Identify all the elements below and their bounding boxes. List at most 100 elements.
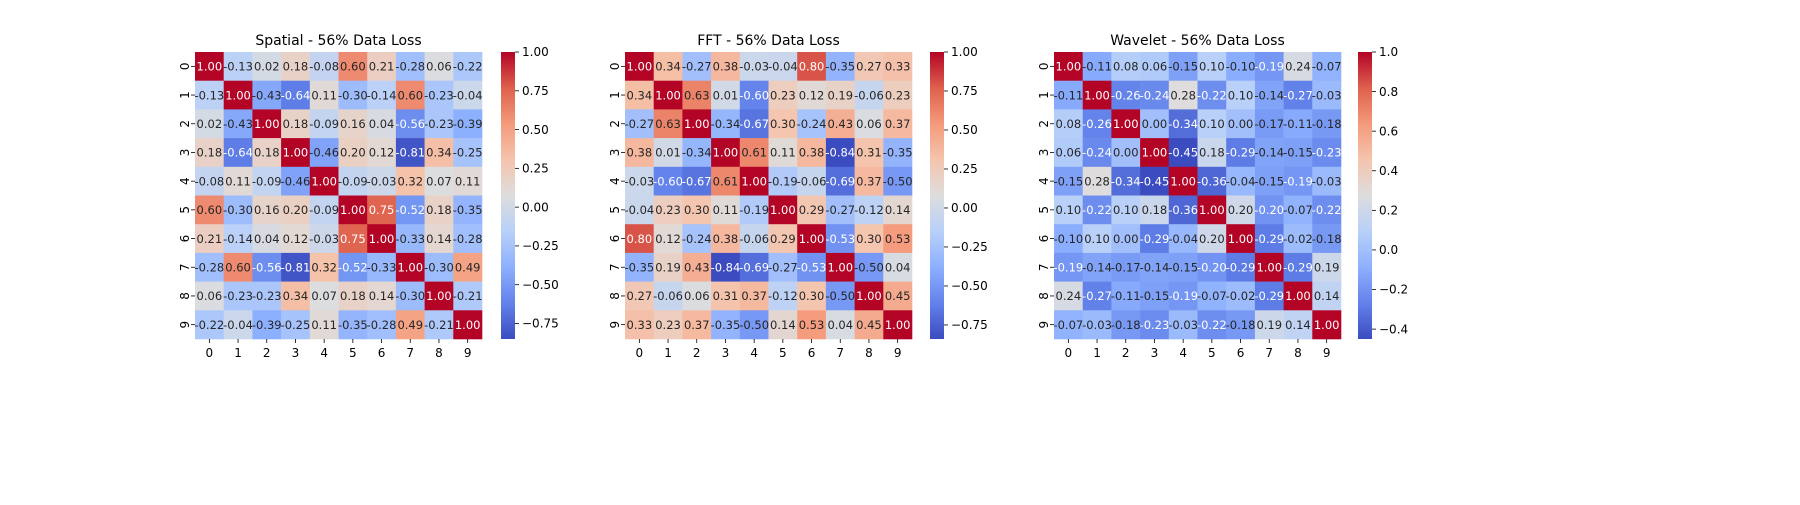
chart-title: FFT - 56% Data Loss	[697, 33, 840, 49]
colorbar-tick-label: −0.25	[522, 239, 559, 253]
cell-value-label: -0.11	[1082, 60, 1112, 74]
cell-value-label: 0.12	[655, 232, 681, 246]
cell-value-label: -0.04	[223, 318, 253, 332]
cell-value-label: 0.01	[655, 146, 681, 160]
heatmap-cell	[854, 52, 884, 81]
cell-value-label: 0.06	[197, 289, 223, 303]
x-tick-label: 0	[636, 346, 644, 360]
cell-value-label: 0.43	[827, 117, 853, 131]
cell-value-label: -0.11	[1053, 88, 1083, 102]
cell-value-label: 0.04	[254, 232, 280, 246]
y-tick-label: 3	[178, 149, 192, 157]
cell-value-label: 0.29	[799, 203, 825, 217]
y-tick-label: 1	[178, 91, 192, 99]
heatmap-cell	[711, 52, 741, 81]
cell-value-label: -0.04	[1226, 174, 1256, 188]
heatmap-cell	[1226, 138, 1256, 168]
heatmap-cell	[711, 166, 741, 196]
cell-value-label: 0.60	[340, 60, 366, 74]
cell-value-label: 0.49	[455, 260, 481, 274]
y-tick-label: 2	[1037, 120, 1051, 128]
heatmap-cell	[367, 310, 397, 340]
cell-value-label: 0.14	[1314, 289, 1340, 303]
heatmap-cell	[395, 52, 425, 81]
cell-value-label: 0.06	[1142, 60, 1168, 74]
cell-value-label: 0.38	[713, 60, 739, 74]
heatmap-cell	[625, 281, 654, 311]
cell-value-label: -0.23	[1140, 318, 1170, 332]
cell-value-label: 0.60	[397, 88, 423, 102]
colorbar-tick-label: 1.00	[522, 45, 549, 59]
colorbar-tick-label: 1.0	[1379, 45, 1398, 59]
colorbar-tick-label: −0.2	[1379, 283, 1408, 297]
heatmap-cell	[252, 310, 282, 340]
cell-value-label: 1.00	[1228, 232, 1254, 246]
colorbar-tick-label: −0.75	[951, 318, 988, 332]
heatmap-cell	[395, 195, 425, 225]
heatmap-cell	[1197, 281, 1227, 311]
heatmap-cell	[1082, 224, 1112, 254]
cell-value-label: 0.19	[655, 260, 681, 274]
heatmap-cell	[1226, 310, 1256, 340]
cell-value-label: 0.21	[369, 60, 395, 74]
heatmap-cell	[711, 224, 741, 254]
cell-value-label: 0.20	[283, 203, 309, 217]
colorbar-tick-label: −0.75	[522, 317, 559, 331]
heatmap-cell	[1283, 138, 1313, 168]
cell-value-label: -0.03	[1312, 174, 1342, 188]
heatmap-cell	[367, 80, 397, 110]
cell-value-label: 0.37	[741, 289, 767, 303]
cell-value-label: -0.14	[1082, 260, 1112, 274]
heatmap-cell	[309, 109, 339, 139]
heatmap-cell	[739, 109, 769, 139]
heatmap-cell	[682, 80, 712, 110]
cell-value-label: 0.10	[1199, 117, 1225, 131]
cell-value-label: 0.61	[713, 174, 739, 188]
cell-value-label: 0.34	[426, 146, 452, 160]
heatmap-cell	[1140, 224, 1170, 254]
heatmap-cell	[223, 166, 253, 196]
heatmap-cell	[424, 281, 454, 311]
heatmap-cell	[223, 310, 253, 340]
y-tick-label: 0	[608, 63, 622, 71]
heatmap-cell	[1197, 224, 1227, 254]
x-tick-label: 7	[836, 346, 844, 360]
cell-value-label: 0.37	[856, 174, 882, 188]
heatmap-cell	[1197, 80, 1227, 110]
cell-value-label: 0.34	[627, 88, 653, 102]
cell-value-label: -0.50	[883, 174, 913, 188]
cell-value-label: -0.07	[1312, 60, 1342, 74]
cell-value-label: -0.11	[1283, 117, 1313, 131]
heatmap-cell	[797, 281, 827, 311]
cell-value-label: -0.64	[281, 88, 311, 102]
heatmap-cell	[739, 195, 769, 225]
heatmap-cell	[883, 166, 913, 196]
heatmap-cell	[1283, 281, 1313, 311]
cell-value-label: -0.27	[1283, 88, 1313, 102]
heatmap-cell	[252, 80, 282, 110]
heatmap-cell	[797, 80, 827, 110]
cell-value-label: -0.02	[1283, 232, 1313, 246]
cell-value-label: -0.28	[367, 318, 397, 332]
cell-value-label: 0.14	[426, 232, 452, 246]
cell-value-label: 0.80	[627, 232, 653, 246]
y-tick-label: 9	[1037, 321, 1051, 329]
cell-value-label: -0.52	[395, 203, 425, 217]
heatmap-cell	[883, 52, 913, 81]
cell-value-label: 1.00	[1199, 203, 1225, 217]
heatmap-cell	[1283, 310, 1313, 340]
heatmap-cell	[1168, 310, 1198, 340]
heatmap-cell	[682, 52, 712, 81]
cell-value-label: 0.18	[340, 289, 366, 303]
cell-value-label: 1.00	[254, 117, 280, 131]
cell-value-label: 0.19	[1314, 260, 1340, 274]
y-tick-label: 7	[1037, 263, 1051, 271]
colorbar	[501, 52, 515, 339]
cell-value-label: 1.00	[799, 232, 825, 246]
heatmap-cell	[797, 109, 827, 139]
cell-value-label: -0.26	[1111, 88, 1141, 102]
cell-value-label: 0.20	[1228, 203, 1254, 217]
heatmap-cell	[309, 52, 339, 81]
cell-value-label: -0.35	[453, 203, 483, 217]
heatmap-cell	[682, 281, 712, 311]
